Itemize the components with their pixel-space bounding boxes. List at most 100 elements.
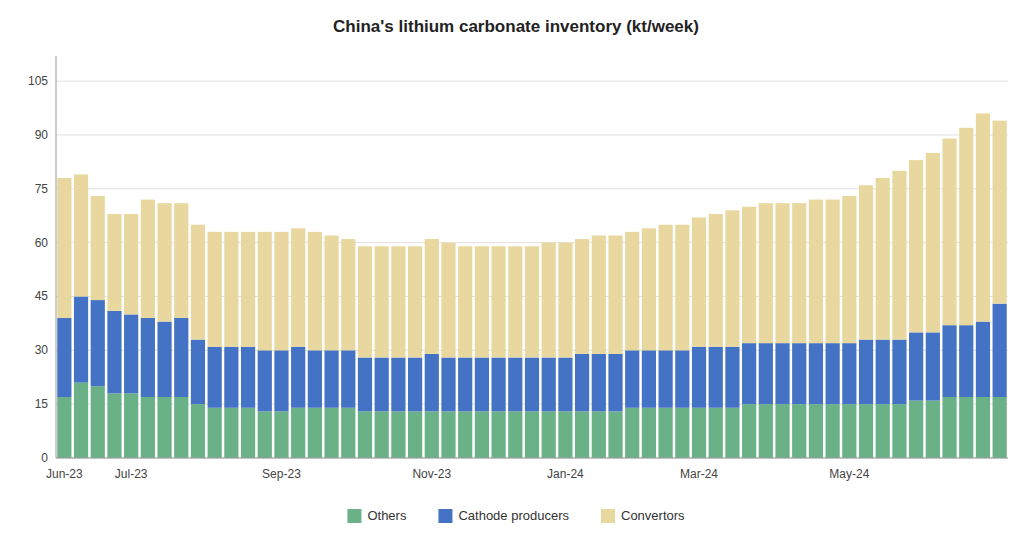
legend: OthersCathode producersConvertors	[347, 508, 685, 523]
bar-segment	[324, 235, 338, 350]
x-tick-label: May-24	[829, 467, 869, 481]
bar-segment	[809, 404, 823, 458]
bar-segment	[57, 178, 71, 318]
bar-segment	[976, 113, 990, 321]
bar-segment	[107, 393, 121, 458]
bar-segment	[508, 358, 522, 412]
bar-segment	[491, 246, 505, 357]
chart: 0153045607590105Jun-23Jul-23Sep-23Nov-23…	[0, 0, 1032, 554]
bar-segment	[942, 325, 956, 397]
bar-segment	[308, 232, 322, 350]
bar-segment	[659, 225, 673, 351]
bar-segment	[341, 350, 355, 407]
legend-label: Cathode producers	[458, 508, 569, 523]
bar-segment	[508, 246, 522, 357]
bar-segment	[692, 408, 706, 458]
bar-segment	[759, 203, 773, 343]
bar-segment	[625, 408, 639, 458]
y-tick-label: 15	[35, 397, 49, 411]
bar-segment	[675, 225, 689, 351]
bar-segment	[208, 408, 222, 458]
bar-segment	[124, 393, 138, 458]
bar-segment	[141, 318, 155, 397]
x-tick-label: Jul-23	[115, 467, 148, 481]
y-tick-label: 0	[41, 451, 48, 465]
bar-segment	[341, 239, 355, 350]
bar-segment	[909, 332, 923, 400]
bar-segment	[625, 232, 639, 350]
bar-segment	[91, 196, 105, 300]
y-tick-label: 45	[35, 289, 49, 303]
bar-segment	[542, 243, 556, 358]
bar-segment	[775, 404, 789, 458]
bar-segment	[942, 139, 956, 326]
bar-segment	[458, 358, 472, 412]
bar-segment	[792, 343, 806, 404]
bar-segment	[241, 408, 255, 458]
bar-segment	[274, 232, 288, 350]
bar-segment	[358, 246, 372, 357]
bar-segment	[274, 411, 288, 458]
bar-segment	[692, 218, 706, 347]
bar-segment	[441, 411, 455, 458]
bar-segment	[976, 322, 990, 397]
bar-segment	[709, 214, 723, 347]
bar-segment	[959, 397, 973, 458]
bar-segment	[508, 411, 522, 458]
bar-segment	[592, 354, 606, 411]
bar-segment	[826, 200, 840, 344]
bar-segment	[208, 232, 222, 347]
bar-segment	[876, 178, 890, 340]
bar-segment	[926, 153, 940, 332]
bar-segment	[408, 411, 422, 458]
bar-segment	[458, 246, 472, 357]
x-tick-label: Mar-24	[680, 467, 718, 481]
bar-segment	[241, 232, 255, 347]
bar-segment	[391, 411, 405, 458]
bar-segment	[742, 207, 756, 343]
y-tick-label: 90	[35, 128, 49, 142]
grid-line	[56, 134, 1008, 135]
bar-segment	[792, 404, 806, 458]
bar-segment	[742, 404, 756, 458]
bar-segment	[809, 343, 823, 404]
bar-segment	[926, 332, 940, 400]
grid-line	[56, 458, 1008, 459]
bar-segment	[909, 160, 923, 332]
bar-segment	[725, 347, 739, 408]
bar-segment	[959, 325, 973, 397]
bar-segment	[792, 203, 806, 343]
bar-segment	[876, 404, 890, 458]
bar-segment	[642, 350, 656, 407]
bar-segment	[208, 347, 222, 408]
y-axis-line	[56, 56, 57, 458]
legend-swatch	[438, 509, 452, 523]
bar-segment	[525, 358, 539, 412]
bar-segment	[74, 383, 88, 458]
bar-segment	[859, 185, 873, 339]
bar-segment	[625, 350, 639, 407]
bar-segment	[358, 358, 372, 412]
bar-segment	[375, 358, 389, 412]
bar-segment	[157, 203, 171, 321]
x-axis-line	[56, 458, 1008, 459]
bar-segment	[558, 243, 572, 358]
bar-segment	[892, 171, 906, 340]
bar-segment	[391, 246, 405, 357]
bar-segment	[74, 174, 88, 296]
bar-segment	[391, 358, 405, 412]
legend-label: Others	[367, 508, 407, 523]
bar-segment	[358, 411, 372, 458]
y-tick-label: 60	[35, 236, 49, 250]
bar-segment	[942, 397, 956, 458]
grid	[56, 81, 1008, 458]
bar-segment	[859, 340, 873, 405]
bar-segment	[191, 404, 205, 458]
bars	[57, 113, 1006, 458]
bar-segment	[993, 397, 1007, 458]
bar-segment	[141, 397, 155, 458]
bar-segment	[475, 246, 489, 357]
bar-segment	[842, 196, 856, 343]
legend-swatch	[601, 509, 615, 523]
bar-segment	[324, 408, 338, 458]
